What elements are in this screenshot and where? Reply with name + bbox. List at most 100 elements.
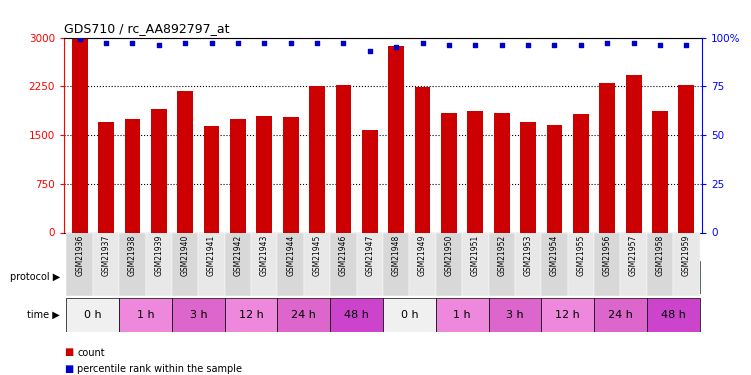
Point	[152, 42, 164, 48]
Text: 48 h: 48 h	[344, 310, 369, 320]
Text: GSM21937: GSM21937	[101, 234, 110, 276]
Bar	[541, 232, 568, 296]
Text: GSM21954: GSM21954	[550, 234, 559, 276]
Bar	[198, 232, 225, 296]
Bar	[520, 122, 536, 232]
Point	[654, 42, 666, 48]
Text: count: count	[77, 348, 105, 357]
Point	[391, 44, 403, 50]
Bar	[383, 232, 409, 296]
Point	[443, 42, 455, 48]
Text: GSM21943: GSM21943	[260, 234, 269, 276]
Bar	[541, 298, 594, 332]
Bar	[462, 232, 488, 296]
Text: GSM21941: GSM21941	[207, 234, 216, 276]
Text: GSM21950: GSM21950	[445, 234, 454, 276]
Text: GSM21938: GSM21938	[128, 234, 137, 276]
Point	[602, 40, 614, 46]
Text: 0 h: 0 h	[84, 310, 101, 320]
Text: GSM21951: GSM21951	[471, 234, 480, 276]
Bar	[494, 113, 510, 232]
Text: GSM21959: GSM21959	[682, 234, 691, 276]
Bar	[678, 85, 694, 232]
Text: 1 h: 1 h	[454, 310, 471, 320]
Text: GSM21945: GSM21945	[312, 234, 321, 276]
Bar	[599, 83, 615, 232]
Bar	[172, 232, 198, 296]
Bar	[256, 116, 272, 232]
Point	[100, 40, 112, 46]
Bar	[278, 232, 304, 296]
Bar	[383, 298, 436, 332]
Point	[496, 42, 508, 48]
Text: time ▶: time ▶	[27, 310, 60, 320]
Bar	[119, 298, 172, 332]
Text: 12 h: 12 h	[239, 310, 264, 320]
Bar	[151, 109, 167, 232]
Bar	[119, 232, 146, 296]
Bar	[230, 119, 246, 232]
Bar	[515, 232, 541, 296]
Text: GSM21942: GSM21942	[234, 234, 243, 276]
Text: GSM21948: GSM21948	[392, 234, 401, 276]
Text: GSM21952: GSM21952	[497, 234, 506, 276]
Text: GSM21956: GSM21956	[603, 234, 612, 276]
Bar	[620, 232, 647, 296]
Text: GSM21947: GSM21947	[365, 234, 374, 276]
Bar	[93, 232, 119, 296]
Bar	[125, 119, 140, 232]
Point	[74, 36, 86, 42]
Bar	[177, 91, 193, 232]
Bar	[436, 298, 488, 332]
Bar	[330, 232, 357, 296]
Point	[337, 40, 349, 46]
Bar	[98, 122, 114, 232]
Bar	[673, 232, 699, 296]
Bar	[594, 232, 620, 296]
Bar	[594, 298, 647, 332]
Bar	[304, 232, 330, 296]
Bar	[626, 75, 641, 232]
Text: percentile rank within the sample: percentile rank within the sample	[77, 364, 243, 374]
Bar	[330, 298, 383, 332]
Point	[548, 42, 560, 48]
Text: 3 h: 3 h	[506, 310, 523, 320]
Text: GSM21939: GSM21939	[154, 234, 163, 276]
Point	[680, 42, 692, 48]
Point	[258, 40, 270, 46]
Bar	[488, 298, 541, 332]
Bar	[409, 232, 436, 296]
Text: GSM21936: GSM21936	[75, 234, 84, 276]
Text: 3 h: 3 h	[189, 310, 207, 320]
Text: GSM21958: GSM21958	[656, 234, 665, 276]
Text: 1 h: 1 h	[137, 310, 155, 320]
Point	[417, 40, 429, 46]
Text: 24 h: 24 h	[291, 310, 316, 320]
Bar	[172, 298, 225, 332]
Bar	[67, 232, 93, 296]
Text: ■: ■	[64, 364, 73, 374]
Bar	[436, 232, 462, 296]
Text: GSM21953: GSM21953	[523, 234, 532, 276]
Bar	[225, 232, 251, 296]
Point	[285, 40, 297, 46]
Bar	[573, 114, 589, 232]
Point	[363, 48, 376, 54]
Point	[206, 40, 218, 46]
Bar	[251, 232, 278, 296]
Bar	[357, 232, 383, 296]
Bar	[146, 232, 172, 296]
Text: 0 h: 0 h	[400, 310, 418, 320]
Point	[179, 40, 192, 46]
Bar	[67, 298, 119, 332]
Text: GSM21940: GSM21940	[181, 234, 190, 276]
Bar	[383, 261, 699, 294]
Text: 48 h: 48 h	[661, 310, 686, 320]
Bar	[362, 130, 378, 232]
Text: ■: ■	[64, 348, 73, 357]
Point	[311, 40, 323, 46]
Bar	[652, 111, 668, 232]
Bar	[336, 85, 351, 232]
Text: GDS710 / rc_AA892797_at: GDS710 / rc_AA892797_at	[64, 22, 229, 35]
Point	[469, 42, 481, 48]
